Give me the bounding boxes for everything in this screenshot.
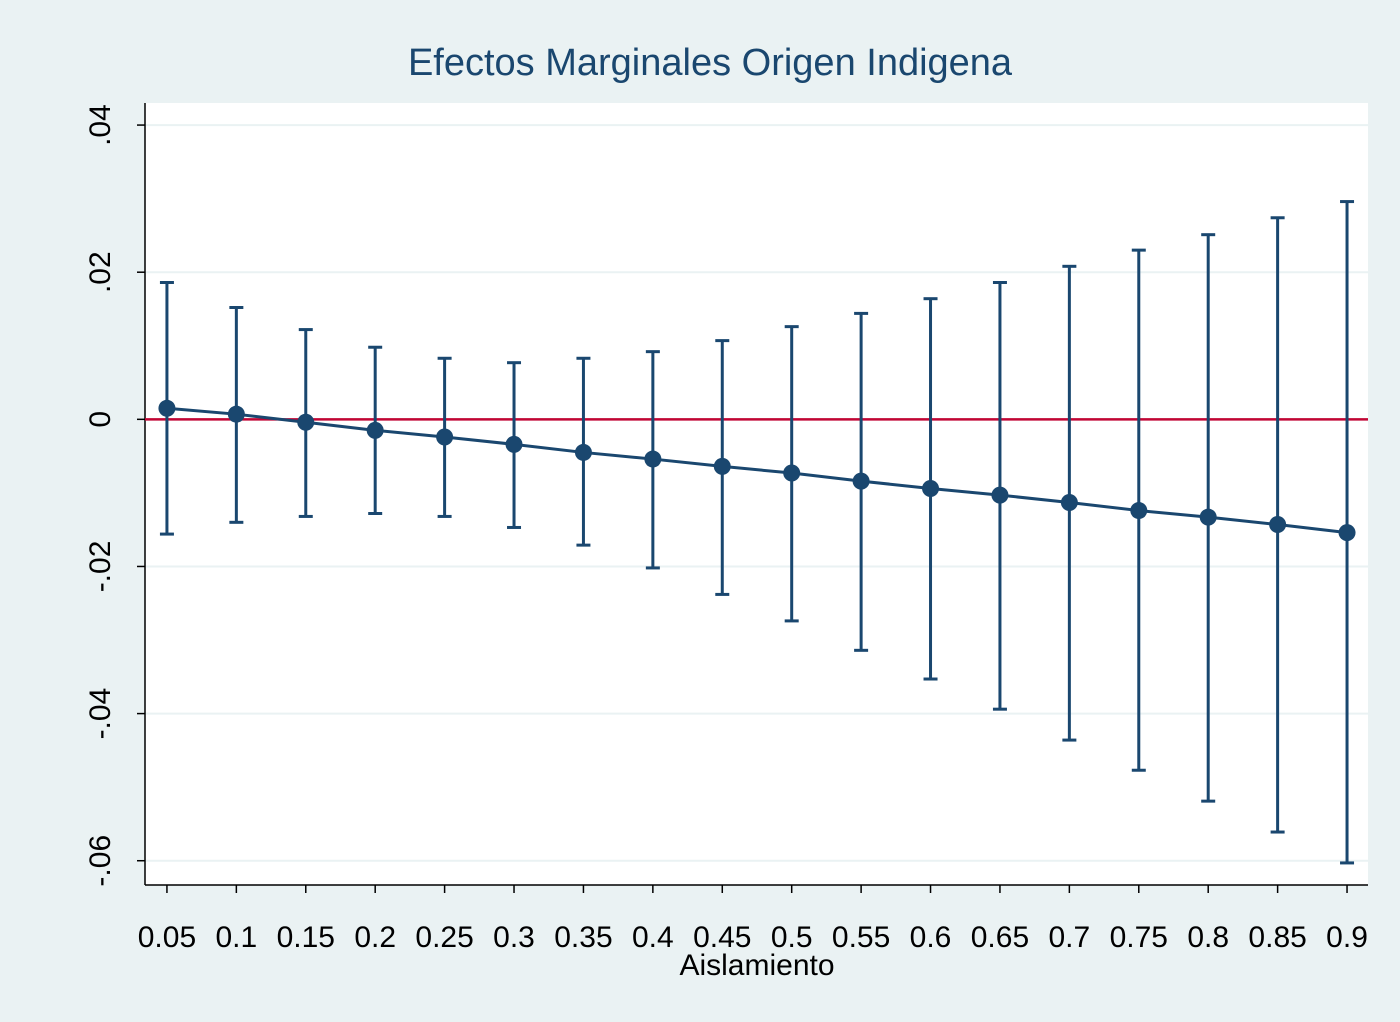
point bbox=[644, 450, 662, 468]
plot-area bbox=[145, 103, 1368, 885]
x-tick-label: 0.6 bbox=[910, 921, 952, 954]
x-tick-label: 0.8 bbox=[1187, 921, 1229, 954]
point bbox=[436, 428, 454, 446]
x-tick-label: 0.05 bbox=[138, 921, 196, 954]
point bbox=[574, 443, 592, 461]
y-tick-label: -.04 bbox=[84, 688, 117, 740]
line bbox=[166, 406, 1348, 535]
x-tick-label: 0.45 bbox=[693, 921, 751, 954]
x-tick-label: 0.15 bbox=[277, 921, 335, 954]
point bbox=[1130, 502, 1148, 520]
y-tick-label: .04 bbox=[84, 104, 117, 146]
x-tick-label: 0.1 bbox=[215, 921, 257, 954]
x-axis-title: Aislamiento bbox=[679, 949, 834, 982]
x-tick-label: 0.9 bbox=[1326, 921, 1368, 954]
x-tick-label: 0.4 bbox=[632, 921, 674, 954]
point bbox=[1199, 508, 1217, 526]
point bbox=[922, 479, 940, 497]
point bbox=[991, 486, 1009, 504]
y-tick-label: -.06 bbox=[84, 835, 117, 887]
x-tick-label: 0.2 bbox=[354, 921, 396, 954]
x-tick-label: 0.7 bbox=[1049, 921, 1091, 954]
point bbox=[158, 399, 176, 417]
x-tick-label: 0.35 bbox=[554, 921, 612, 954]
x-tick-label: 0.55 bbox=[832, 921, 890, 954]
chart-title: Efectos Marginales Origen Indigena bbox=[408, 42, 1013, 84]
x-tick-label: 0.75 bbox=[1110, 921, 1168, 954]
x-tick-label: 0.3 bbox=[493, 921, 535, 954]
point bbox=[366, 421, 384, 439]
point bbox=[1269, 516, 1287, 534]
y-tick-label: 0 bbox=[84, 411, 117, 428]
point bbox=[1060, 493, 1078, 511]
point bbox=[297, 413, 315, 431]
point bbox=[852, 472, 870, 490]
y-tick-label: .02 bbox=[84, 251, 117, 293]
point bbox=[505, 435, 523, 453]
point bbox=[1338, 524, 1356, 542]
x-tick-label: 0.25 bbox=[415, 921, 473, 954]
point bbox=[713, 457, 731, 475]
x-tick-label: 0.5 bbox=[771, 921, 813, 954]
point bbox=[783, 464, 801, 482]
point bbox=[227, 405, 245, 423]
x-tick-label: 0.85 bbox=[1248, 921, 1306, 954]
x-tick-label: 0.65 bbox=[971, 921, 1029, 954]
y-tick-label: -.02 bbox=[84, 541, 117, 593]
